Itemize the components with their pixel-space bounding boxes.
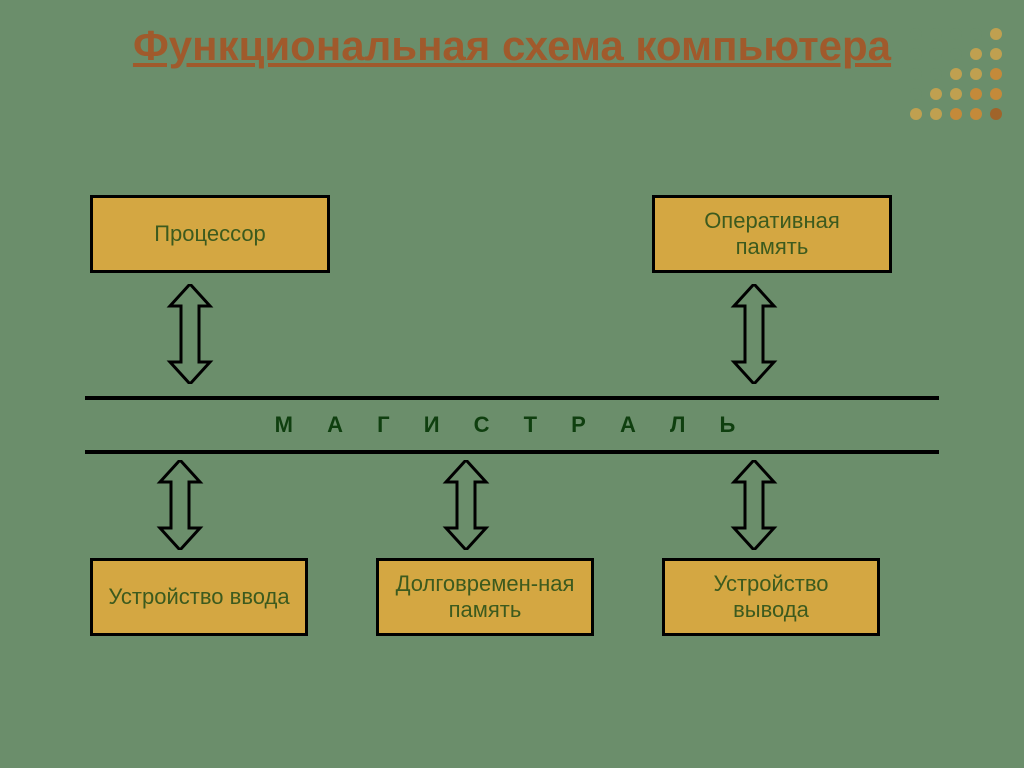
arrow-ram-bus [730,284,778,384]
bus-label: М А Г И С Т Р А Л Ь [275,412,750,438]
box-cpu-label: Процессор [154,221,266,247]
bus-bar: М А Г И С Т Р А Л Ь [85,396,939,454]
box-ram: Оперативная память [652,195,892,273]
slide-title: Функциональная схема компьютера [0,20,1024,73]
box-input-label: Устройство ввода [108,584,289,610]
box-cpu: Процессор [90,195,330,273]
arrow-cpu-bus [166,284,214,384]
arrow-input-bus [156,460,204,550]
box-ram-label: Оперативная память [665,208,879,261]
arrow-output-bus [730,460,778,550]
arrow-storage-bus [442,460,490,550]
box-storage: Долговремен-ная память [376,558,594,636]
corner-dots-decoration [910,28,1002,128]
box-output: Устройство вывода [662,558,880,636]
box-storage-label: Долговремен-ная память [389,571,581,624]
slide: Функциональная схема компьютера Процессо… [0,0,1024,768]
box-input: Устройство ввода [90,558,308,636]
box-output-label: Устройство вывода [675,571,867,624]
